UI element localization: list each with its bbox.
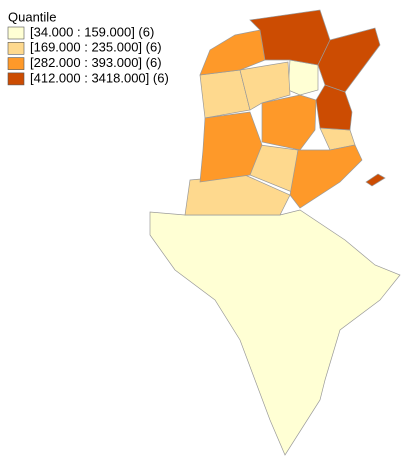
legend-label: [282.000 : 393.000] (6) xyxy=(30,55,162,70)
legend-label: [169.000 : 235.000] (6) xyxy=(30,40,162,55)
region xyxy=(289,144,363,209)
region xyxy=(239,61,291,111)
legend-label: [412.000 : 3418.000] (6) xyxy=(30,70,169,85)
legend-swatch xyxy=(7,41,25,55)
regions xyxy=(149,9,401,456)
region xyxy=(199,111,263,183)
region xyxy=(249,9,331,66)
region xyxy=(315,84,353,131)
region xyxy=(365,173,386,187)
region xyxy=(149,209,401,456)
legend-swatch xyxy=(7,57,25,70)
region xyxy=(261,94,317,151)
legend-label: [34.000 : 159.000] (6) xyxy=(30,24,154,39)
legend-swatch xyxy=(7,26,25,40)
region xyxy=(287,59,319,96)
legend-title: Quantile xyxy=(8,9,56,24)
legend: [34.000 : 159.000] (6)[169.000 : 235.000… xyxy=(7,24,169,86)
legend-swatch xyxy=(7,72,25,86)
